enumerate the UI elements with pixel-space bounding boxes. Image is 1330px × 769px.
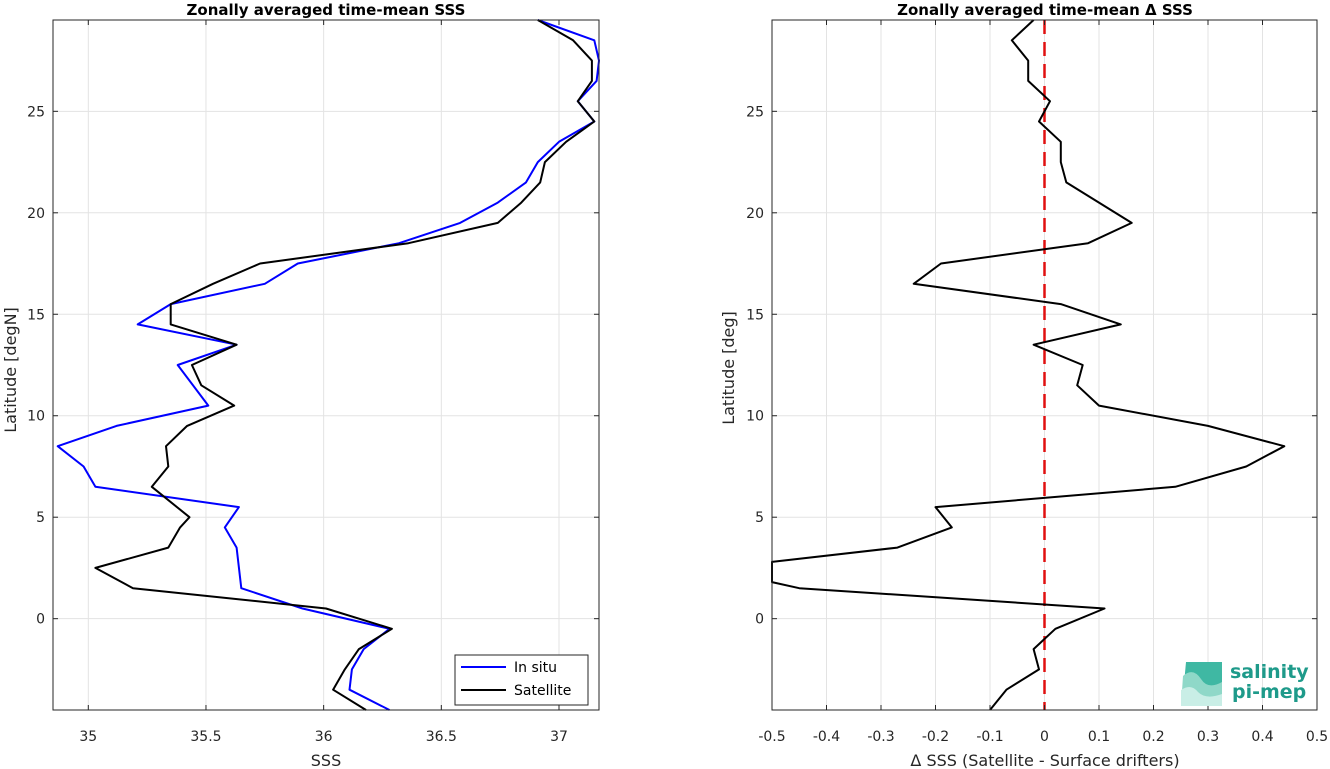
x-tick-label: 0.4	[1251, 729, 1273, 745]
legend-label-in-situ: In situ	[514, 660, 557, 676]
plot-frame	[52, 19, 600, 711]
y-tick-label: 0	[755, 612, 764, 628]
x-tick-label: -0.2	[922, 729, 949, 745]
x-tick-label: 0	[1040, 729, 1049, 745]
y-tick-label: 15	[746, 307, 764, 323]
x-ticks: -0.5 -0.4 -0.3 -0.2 -0.1 0 0.1 0.2 0.3 0.4 0.5	[758, 20, 1328, 745]
x-ticks: 35 35.5 36 36.5 37	[79, 20, 568, 745]
x-tick-label: 0.5	[1306, 729, 1328, 745]
y-tick-label: 25	[27, 104, 45, 120]
y-ticks: 0 5 10 15 20 25	[746, 104, 1317, 628]
x-tick-label: -0.1	[976, 729, 1003, 745]
x-tick-label: 0.1	[1088, 729, 1110, 745]
logo-wave-icon	[1181, 662, 1222, 706]
chart-title: Zonally averaged time-mean SSS	[187, 1, 466, 19]
sss-chart: Zonally averaged time-mean SSS 35 35.5 36 3…	[1, 1, 600, 769]
chart-title: Zonally averaged time-mean Δ SSS	[897, 1, 1193, 19]
x-axis-label: Δ SSS (Satellite - Surface drifters)	[910, 751, 1179, 769]
x-tick-label: 36	[315, 729, 333, 745]
x-tick-label: 35	[79, 729, 97, 745]
series-line-in-situ	[56, 19, 600, 711]
salinity-pi-mep-logo: salinity pi-mep	[1181, 661, 1309, 706]
x-tick-label: 36.5	[426, 729, 457, 745]
y-ticks: 0 5 10 15 20 25	[27, 104, 599, 628]
x-tick-label: 0.2	[1142, 729, 1164, 745]
y-tick-label: 5	[36, 510, 45, 526]
series-line-delta-sss	[771, 19, 1286, 711]
y-tick-label: 15	[27, 307, 45, 323]
x-tick-label: -0.5	[758, 729, 785, 745]
legend-box	[454, 654, 589, 706]
x-tick-label: -0.3	[867, 729, 894, 745]
series-layer	[771, 19, 1286, 711]
y-tick-label: 10	[27, 409, 45, 425]
x-tick-label: 0.3	[1197, 729, 1219, 745]
legend: In situ Satellite	[454, 654, 589, 706]
logo-line1: salinity	[1230, 661, 1309, 683]
x-axis-label: SSS	[311, 751, 341, 769]
x-tick-label: 35.5	[190, 729, 221, 745]
y-tick-label: 0	[36, 612, 45, 628]
y-axis-label: Latitude [degN]	[1, 307, 20, 433]
y-tick-label: 10	[746, 409, 764, 425]
grid	[53, 20, 599, 710]
y-axis-label: Latitude [deg]	[719, 311, 738, 425]
x-tick-label: 37	[550, 729, 568, 745]
logo-line2: pi-mep	[1232, 681, 1306, 703]
y-tick-label: 5	[755, 510, 764, 526]
y-tick-label: 20	[27, 206, 45, 222]
legend-label-satellite: Satellite	[514, 683, 571, 699]
delta-sss-chart: Zonally averaged time-mean Δ SSS -0.5 -0.…	[719, 1, 1328, 769]
y-tick-label: 20	[746, 206, 764, 222]
x-tick-label: -0.4	[813, 729, 840, 745]
series-line-satellite	[94, 19, 596, 711]
y-tick-label: 25	[746, 104, 764, 120]
series-layer	[56, 19, 600, 711]
grid	[771, 20, 1318, 710]
